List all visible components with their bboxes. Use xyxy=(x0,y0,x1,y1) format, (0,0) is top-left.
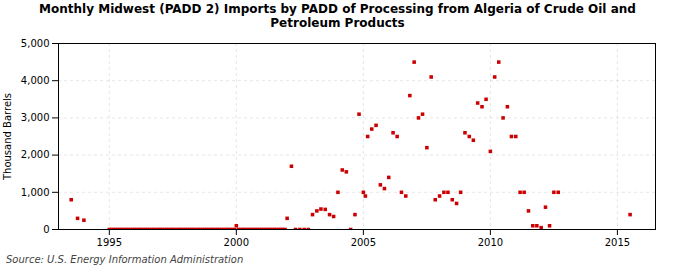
html-text:Monthly Midwest (PADD 2) Impor: Monthly Midwest (PADD 2) Imports by PADD… xyxy=(39,2,636,31)
svg-text:2005: 2005 xyxy=(351,236,376,247)
svg-text:0: 0 xyxy=(43,223,49,234)
svg-text:2,000: 2,000 xyxy=(21,149,50,160)
svg-text:4,000: 4,000 xyxy=(21,75,50,86)
html-text:Source: U.S. Energy Informatio: Source: U.S. Energy Information Administ… xyxy=(6,253,244,265)
svg-text:2010: 2010 xyxy=(478,236,503,247)
svg-text:1,000: 1,000 xyxy=(21,186,50,197)
svg-text:Thousand Barrels: Thousand Barrels xyxy=(2,93,13,181)
svg-text:2000: 2000 xyxy=(224,236,249,247)
svg-text:5,000: 5,000 xyxy=(21,37,50,48)
svg-text:3,000: 3,000 xyxy=(21,112,50,123)
svg-text:1995: 1995 xyxy=(97,236,122,247)
svg-text:2015: 2015 xyxy=(605,236,630,247)
